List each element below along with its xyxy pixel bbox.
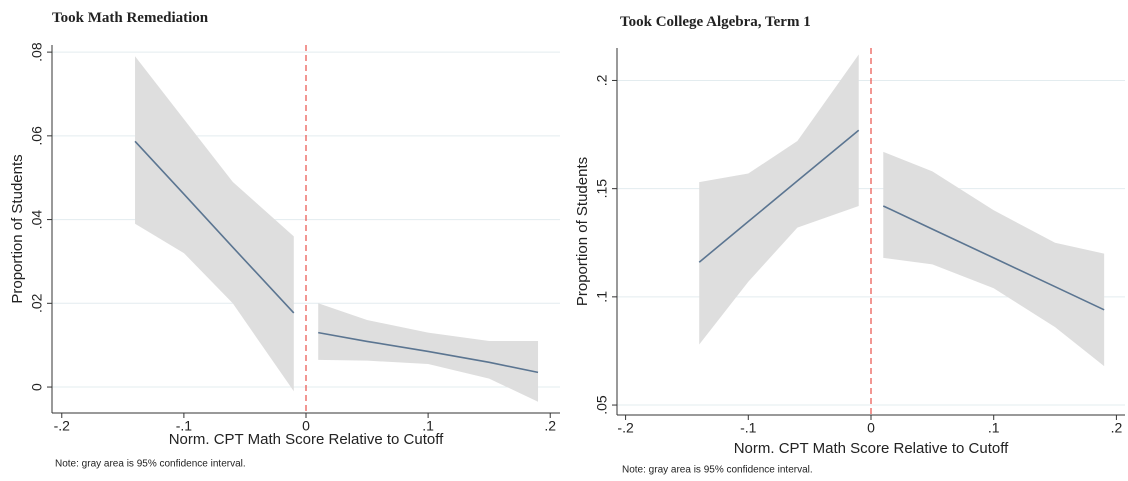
x-tick-label: .2: [544, 418, 556, 434]
fit-line: [698, 129, 860, 263]
y-tick-label: .2: [594, 74, 610, 86]
x-tick-label: .1: [422, 418, 434, 434]
x-tick-label: 0: [867, 420, 875, 436]
chart-title: Took College Algebra, Term 1: [620, 14, 811, 30]
y-tick-label: .06: [29, 126, 45, 146]
y-tick-label: .04: [29, 210, 45, 230]
x-tick-label: -.2: [617, 420, 634, 436]
note: Note: gray area is 95% confidence interv…: [622, 465, 813, 476]
x-tick-label: .2: [1111, 420, 1123, 436]
confidence-band: [318, 303, 539, 402]
confidence-band: [135, 56, 294, 392]
x-tick-label: -.2: [54, 418, 71, 434]
x-axis-title: Norm. CPT Math Score Relative to Cutoff: [169, 431, 444, 448]
y-tick-label: .05: [594, 395, 610, 415]
x-axis-title: Norm. CPT Math Score Relative to Cutoff: [734, 440, 1009, 457]
note: Note: gray area is 95% confidence interv…: [55, 459, 246, 470]
confidence-band: [699, 54, 859, 345]
y-tick-label: .1: [594, 291, 610, 303]
fit-line: [318, 331, 539, 374]
fit-line: [134, 140, 295, 314]
y-tick-label: .15: [594, 179, 610, 199]
x-tick-label: -.1: [176, 418, 193, 434]
y-tick-label: .08: [29, 42, 45, 62]
x-tick-label: -.1: [740, 420, 757, 436]
fit-line: [882, 205, 1105, 311]
x-tick-label: .1: [988, 420, 1000, 436]
chart-title: Took Math Remediation: [52, 10, 209, 26]
y-axis-title: Proportion of Students: [574, 157, 591, 306]
y-tick-label: .02: [29, 293, 45, 313]
confidence-band: [883, 151, 1105, 367]
y-tick-label: 0: [29, 383, 45, 391]
y-axis-title: Proportion of Students: [9, 154, 26, 303]
x-tick-label: 0: [302, 418, 310, 434]
